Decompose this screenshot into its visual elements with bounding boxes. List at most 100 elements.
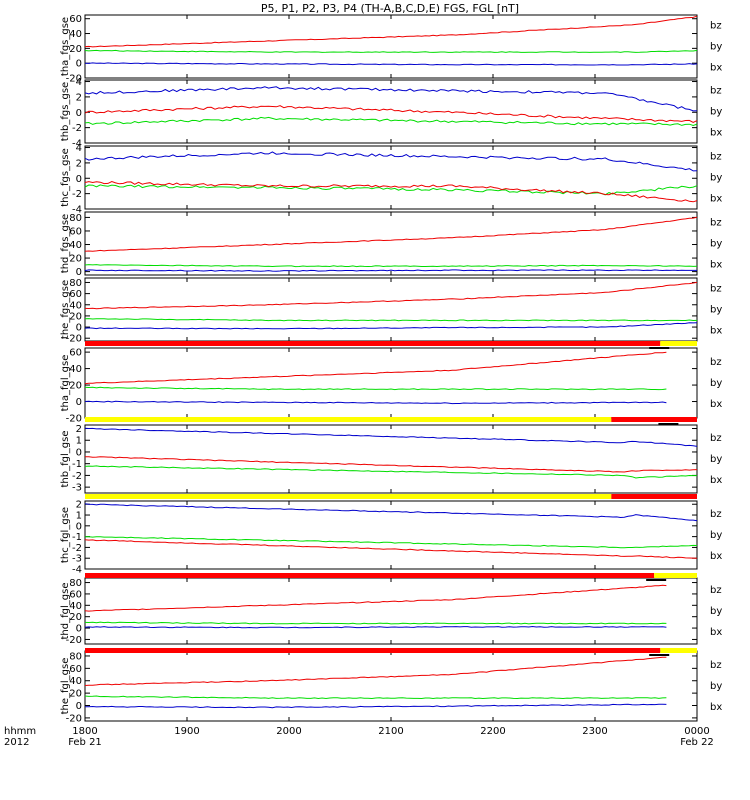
legend-bz: bz [710, 284, 722, 295]
series-line-by [84, 184, 698, 196]
y-tick-label: -20 [66, 635, 82, 646]
legend-bz: bz [710, 509, 722, 520]
series-line-bx [84, 86, 698, 112]
end-date-label: Feb 22 [680, 737, 714, 748]
time-tick-label: 0000 [684, 726, 709, 737]
y-tick-label: 0 [76, 447, 82, 458]
legend-bx: bx [710, 326, 722, 337]
y-tick-label: 0 [76, 624, 82, 635]
y-tick-label: 0 [76, 267, 82, 278]
y-tick-label: 60 [69, 589, 82, 600]
status-bar-5 [85, 648, 697, 656]
y-axis-label: thb_fgs_gse [60, 82, 71, 141]
status-mark [649, 347, 670, 349]
y-tick-label: 0 [76, 323, 82, 334]
series-line-bx [84, 427, 698, 447]
y-tick-label: 0 [76, 108, 82, 119]
series-line-by [84, 264, 698, 268]
y-tick-label: -3 [72, 483, 82, 494]
y-tick-label: 0 [76, 59, 82, 70]
legend-by: by [710, 530, 722, 541]
panel-frame [84, 277, 698, 342]
series-line-by [84, 318, 698, 322]
status-mark [649, 654, 670, 656]
y-tick-label: -2 [72, 189, 82, 200]
y-tick-label: 80 [69, 213, 82, 224]
y-tick-label: 60 [69, 289, 82, 300]
y-axis-label: the_fgl_gse [60, 658, 71, 715]
legend-bz: bz [710, 660, 722, 671]
status-segment [611, 494, 697, 499]
start-date-label: Feb 21 [68, 737, 102, 748]
y-tick-label: 40 [69, 676, 82, 687]
series-line-bx [84, 503, 698, 522]
status-segment [85, 417, 612, 422]
y-axis-label: thc_fgs_gse [60, 148, 71, 207]
y-tick-label: 40 [69, 29, 82, 40]
time-tick-label: 2300 [582, 726, 607, 737]
status-segment [85, 341, 661, 346]
y-axis-label: thd_fgl_gse [60, 583, 71, 640]
y-tick-label: -20 [66, 414, 82, 425]
panel-6: 60 40 20 0 -20 tha_fgl_gse bz by bx [60, 347, 722, 425]
legend-bz: bz [710, 218, 722, 229]
y-tick-label: 1 [76, 511, 82, 522]
y-axis-label: thc_fgl_gse [60, 507, 71, 563]
y-tick-label: 0 [76, 701, 82, 712]
legend-bx: bx [710, 551, 722, 562]
y-tick-label: -1 [72, 459, 82, 470]
series-line-bz [84, 15, 698, 48]
legend-by: by [710, 107, 722, 118]
status-mark [658, 423, 679, 425]
y-tick-label: -2 [72, 471, 82, 482]
y-tick-label: 40 [69, 300, 82, 311]
panel-frame [84, 347, 698, 419]
status-segment [85, 648, 661, 653]
legend-bx: bx [710, 627, 722, 638]
y-tick-label: 20 [69, 381, 82, 392]
y-tick-label: 80 [69, 651, 82, 662]
status-segment [660, 341, 697, 346]
plot-title: P5, P1, P2, P3, P4 (TH-A,B,C,D,E) FGS, F… [261, 2, 519, 15]
series-line-bz [84, 281, 698, 310]
legend-bz: bz [710, 585, 722, 596]
legend-by: by [710, 239, 722, 250]
series-line-by [84, 49, 698, 53]
y-tick-label: 20 [69, 311, 82, 322]
status-segment [85, 494, 612, 499]
y-axis-label: tha_fgl_gse [60, 355, 71, 412]
legend-bx: bx [710, 702, 722, 713]
panel-frame [84, 650, 698, 722]
y-tick-label: 4 [76, 143, 82, 154]
series-line-bx [85, 703, 667, 709]
y-tick-label: -4 [72, 565, 82, 576]
time-tick-label: 2100 [378, 726, 403, 737]
y-tick-label: 20 [69, 689, 82, 700]
time-tick-label: 1800 [72, 726, 97, 737]
series-line-bx [84, 269, 697, 272]
y-tick-label: 0 [76, 174, 82, 185]
series-line-bx [84, 62, 698, 66]
series-line-bz [84, 584, 667, 612]
y-tick-label: 20 [69, 44, 82, 55]
legend-bz: bz [710, 433, 722, 444]
series-line-bx [84, 151, 698, 172]
series-line-bz [84, 105, 698, 123]
legend-by: by [710, 42, 722, 53]
series-line-by [84, 116, 698, 127]
y-axis-label: the_fgs_gse [60, 280, 71, 339]
series-line-by [84, 621, 667, 625]
y-tick-label: -20 [66, 334, 82, 345]
legend-bx: bx [710, 475, 722, 486]
legend-by: by [710, 606, 722, 617]
y-tick-label: 0 [76, 397, 82, 408]
y-tick-label: -4 [72, 139, 82, 150]
y-tick-label: 60 [69, 226, 82, 237]
y-tick-label: -2 [72, 123, 82, 134]
y-tick-label: -3 [72, 554, 82, 565]
